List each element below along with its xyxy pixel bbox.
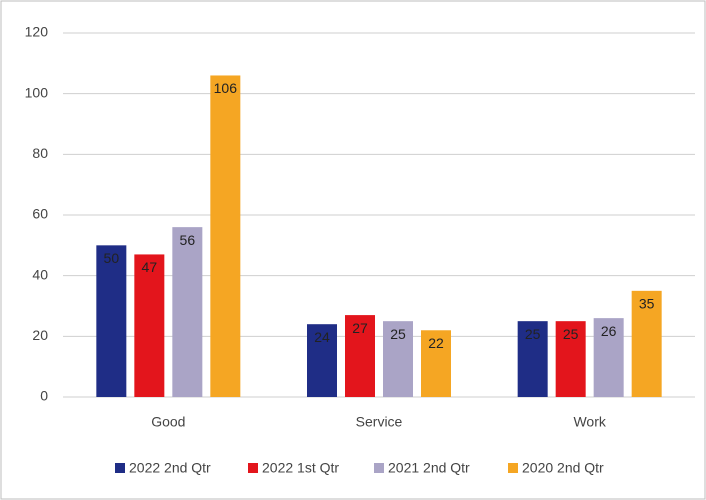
value-label: 50 [104,250,120,266]
legend-swatch [508,463,518,473]
bar [555,321,586,397]
value-label: 25 [525,326,541,342]
x-tick-label: Work [573,414,606,430]
legend-label: 2020 2nd Qtr [522,460,604,476]
value-label: 22 [428,335,444,351]
bar [631,290,662,397]
legend-label: 2022 2nd Qtr [129,460,211,476]
legend-label: 2022 1st Qtr [262,460,339,476]
value-label: 27 [352,320,368,336]
value-label: 35 [639,296,655,312]
y-tick-label: 100 [25,84,49,100]
legend-swatch [374,463,384,473]
value-label: 24 [314,329,330,345]
bar [345,315,375,397]
bar [517,321,548,397]
bar [421,330,451,397]
legend-label: 2021 2nd Qtr [388,460,470,476]
y-tick-label: 20 [32,327,48,343]
y-tick-label: 40 [32,266,48,282]
x-tick-label: Good [151,414,185,430]
bar [307,324,337,397]
legend-swatch [248,463,258,473]
bar [593,318,624,397]
value-label: 26 [601,323,617,339]
bar [96,245,127,397]
value-label: 47 [142,259,158,275]
y-tick-label: 80 [32,145,48,161]
y-tick-label: 120 [25,24,49,40]
legend-swatch [115,463,125,473]
bar [210,75,241,397]
y-tick-label: 0 [40,388,48,404]
value-label: 25 [390,326,406,342]
value-label: 106 [214,80,238,96]
x-tick-label: Service [356,414,403,430]
value-label: 25 [563,326,579,342]
bar [172,227,203,397]
bar [134,254,165,397]
value-label: 56 [180,232,196,248]
bar [383,321,413,397]
y-tick-label: 60 [32,206,48,222]
